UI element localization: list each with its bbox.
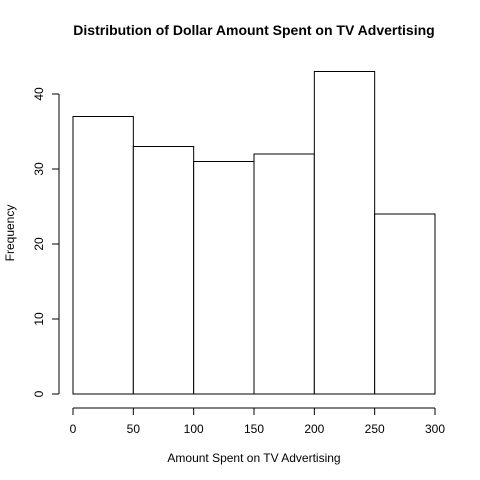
x-axis-label: Amount Spent on TV Advertising <box>167 451 340 465</box>
x-tick-label: 300 <box>425 422 445 436</box>
y-tick-label: 20 <box>32 237 46 251</box>
x-tick-label: 250 <box>365 422 385 436</box>
bars-group <box>72 71 436 395</box>
y-tick-label: 10 <box>32 312 46 326</box>
histogram-bar <box>374 213 436 395</box>
x-tick-label: 200 <box>304 422 324 436</box>
histogram-bar <box>193 161 255 395</box>
histogram-bar <box>132 146 195 395</box>
x-tick-label: 150 <box>244 422 264 436</box>
y-tick-label: 40 <box>32 87 46 101</box>
x-axis: 0 50 100 150 200 250 300 <box>70 407 445 436</box>
x-tick-label: 0 <box>70 422 77 436</box>
y-tick-label: 30 <box>32 162 46 176</box>
x-tick-label: 50 <box>127 422 141 436</box>
x-tick-label: 100 <box>184 422 204 436</box>
y-axis: 0 10 20 30 40 <box>32 87 60 397</box>
y-tick-label: 0 <box>32 390 46 397</box>
histogram-bar <box>72 116 134 395</box>
y-axis-label: Frequency <box>3 205 17 262</box>
histogram-bar <box>253 153 315 395</box>
histogram-bar <box>313 71 376 395</box>
chart-title: Distribution of Dollar Amount Spent on T… <box>73 22 434 38</box>
